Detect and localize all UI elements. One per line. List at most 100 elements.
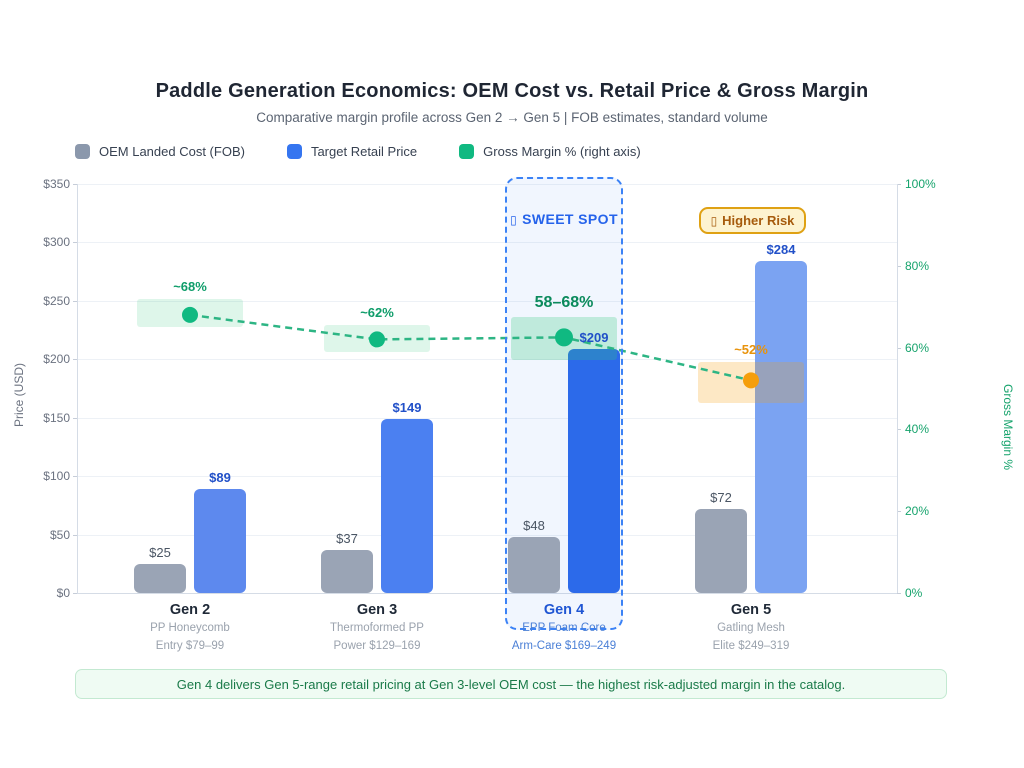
sweet-spot-icon: ▯ [510, 213, 518, 227]
oem-cost-bar [508, 536, 560, 593]
left-tick-label: $350 [43, 177, 70, 191]
retail-price-bar [568, 348, 620, 593]
legend-item: OEM Landed Cost (FOB) [75, 144, 245, 159]
left-tick-label: $300 [43, 235, 70, 250]
category-subtitle: Power $129–169 [333, 639, 421, 652]
margin-trend-line [189, 313, 752, 382]
legend-item: Gross Margin % (right axis) [459, 144, 641, 159]
margin-point-label: ~52% [734, 341, 768, 357]
category-subtitle: EPP Foam Core [522, 622, 606, 634]
category-subtitle: Arm-Care $169–249 [511, 639, 617, 652]
left-tick [73, 417, 77, 419]
oem-cost-value-label: $72 [710, 489, 732, 505]
category-label-group: Gen 5 Gatling Mesh Elite $249–319 [666, 602, 836, 654]
retail-price-value-label: $209 [579, 329, 609, 345]
oem-cost-bar [695, 508, 747, 593]
left-tick-label: $200 [43, 352, 70, 367]
left-tick [73, 534, 77, 536]
category-name: Gen 5 [730, 602, 772, 618]
category-subtitle: Gatling Mesh [717, 622, 785, 634]
gridline [77, 242, 897, 244]
gridline [77, 359, 897, 361]
chart-subtitle: Comparative margin profile across Gen 2 … [256, 110, 768, 125]
higher-risk-text: Higher Risk [722, 213, 795, 228]
legend-label: Target Retail Price [310, 144, 418, 159]
insight-footnote: Gen 4 delivers Gen 5-range retail pricin… [75, 669, 947, 699]
retail-price-value-label: $149 [392, 399, 422, 415]
margin-point-label: ~62% [360, 305, 394, 321]
oem-cost-bar [321, 549, 373, 593]
legend-swatch-icon [286, 144, 302, 159]
oem-cost-value-label: $37 [336, 530, 358, 546]
margin-data-point [369, 331, 385, 348]
category-name: Gen 3 [356, 602, 398, 618]
bottom-axis-line [77, 593, 897, 594]
left-tick [73, 300, 77, 302]
left-tick-label: $0 [56, 586, 70, 600]
margin-data-point [182, 306, 198, 323]
oem-cost-value-label: $48 [523, 517, 545, 533]
legend-swatch-icon [75, 144, 90, 159]
left-tick-label: $100 [43, 469, 70, 484]
category-subtitle: Elite $249–319 [712, 639, 790, 652]
sweet-spot-text: SWEET SPOT [522, 211, 618, 227]
oem-cost-bar [134, 563, 186, 593]
category-name: Gen 2 [169, 602, 211, 618]
category-label-group: Gen 4 EPP Foam Core Arm-Care $169–249 [479, 602, 649, 654]
right-tick [897, 593, 901, 594]
category-subtitle: PP Honeycomb [150, 622, 230, 634]
oem-cost-value-label: $25 [149, 544, 171, 560]
category-subtitle: Thermoformed PP [330, 622, 424, 634]
right-tick [897, 265, 901, 267]
category-subtitle: Entry $79–99 [155, 639, 225, 652]
category-label-group: Gen 3 Thermoformed PP Power $129–169 [292, 602, 462, 654]
right-tick-label: 20% [905, 504, 930, 519]
left-tick [73, 184, 77, 185]
left-tick [73, 242, 77, 244]
gridline [77, 300, 897, 302]
left-axis-line [77, 184, 78, 593]
legend: OEM Landed Cost (FOB) Target Retail Price… [75, 144, 641, 159]
left-tick-label: $250 [43, 293, 70, 308]
legend-label: Gross Margin % (right axis) [483, 144, 641, 159]
legend-item: Target Retail Price [286, 144, 418, 159]
category-label-group: Gen 2 PP Honeycomb Entry $79–99 [105, 602, 275, 654]
retail-price-value-label: $89 [209, 469, 231, 485]
retail-price-bar [381, 418, 433, 593]
chart-title: Paddle Generation Economics: OEM Cost vs… [155, 80, 869, 102]
right-axis-line [897, 184, 898, 593]
right-tick [897, 511, 901, 513]
right-tick-label: 0% [905, 586, 923, 600]
left-tick-label: $150 [43, 410, 70, 425]
right-tick [897, 347, 901, 349]
gridline [77, 417, 897, 419]
gridline [77, 534, 897, 536]
right-tick [897, 429, 901, 431]
right-tick-label: 80% [905, 258, 930, 273]
left-tick [73, 476, 77, 478]
right-tick-label: 40% [905, 422, 930, 437]
sweet-spot-label: ▯ SWEET SPOT [506, 211, 622, 227]
retail-price-value-label: $284 [766, 242, 796, 258]
retail-price-bar [194, 488, 246, 593]
higher-risk-icon: ▯ [710, 213, 718, 228]
right-tick-label: 60% [905, 340, 930, 355]
legend-swatch-icon [459, 144, 475, 159]
margin-data-point [743, 372, 759, 389]
legend-label: OEM Landed Cost (FOB) [99, 144, 245, 159]
left-tick [73, 359, 77, 361]
gridline [77, 476, 897, 478]
left-tick [73, 593, 77, 594]
retail-price-bar [755, 261, 807, 593]
right-tick [897, 184, 901, 185]
category-name: Gen 4 [543, 602, 585, 618]
higher-risk-badge: ▯ Higher Risk [699, 207, 806, 234]
right-tick-label: 100% [905, 177, 936, 191]
margin-data-point [555, 328, 573, 347]
margin-point-label: ~68% [173, 278, 207, 294]
margin-point-label: 58–68% [534, 293, 594, 311]
gridline [77, 184, 897, 185]
left-tick-label: $50 [49, 527, 70, 542]
